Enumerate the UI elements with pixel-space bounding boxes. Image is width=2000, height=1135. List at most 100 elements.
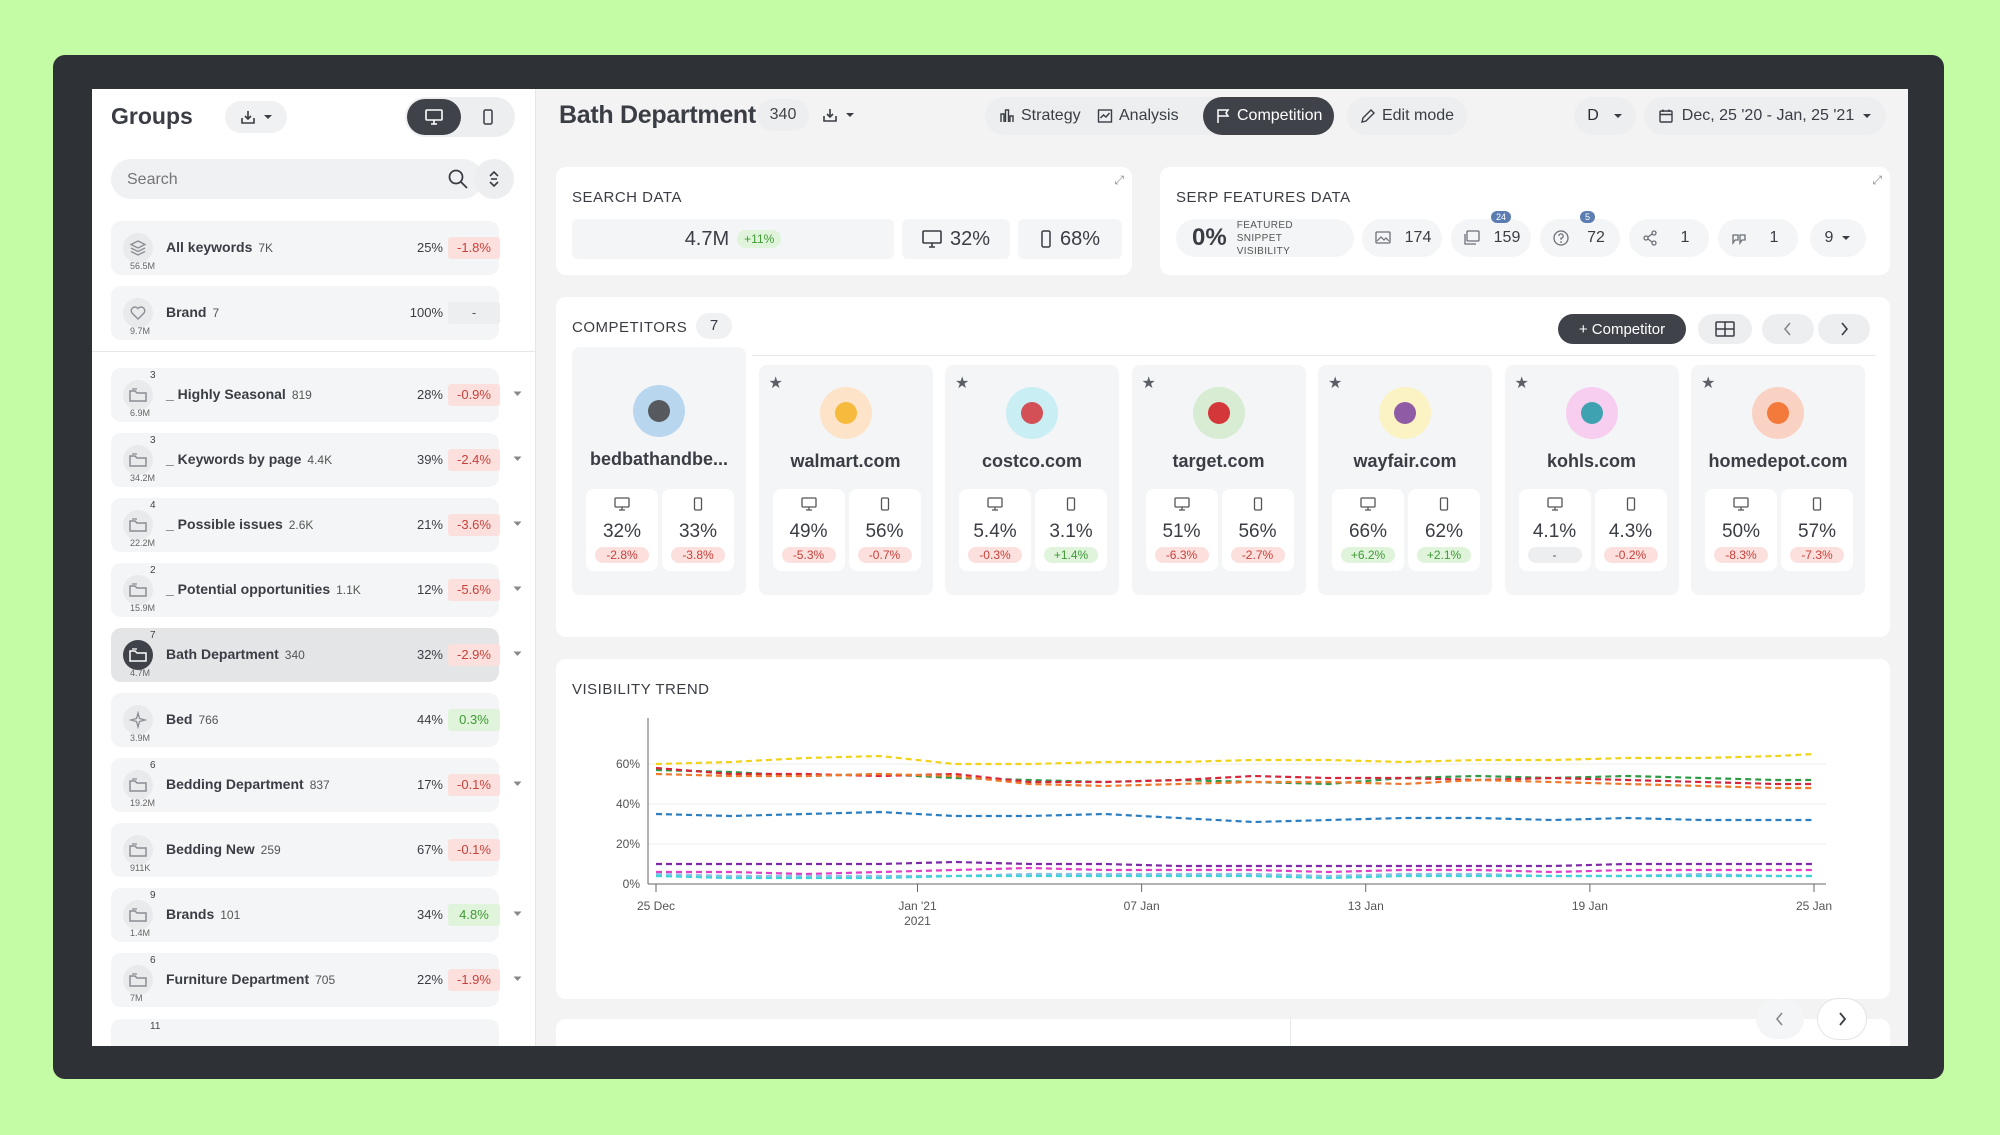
sidebar-divider xyxy=(92,351,535,352)
group-item[interactable]: 2 15.9M _ Potential opportunities 1.1K 12… xyxy=(111,563,522,617)
group-item[interactable]: 7 4.7M Bath Department 340 32% -2.9% xyxy=(111,628,522,682)
group-item[interactable]: 3 6.9M _ Highly Seasonal 819 28% -0.9% xyxy=(111,368,522,422)
chevron-down-icon[interactable] xyxy=(513,911,522,917)
competitor-column[interactable]: bedbathandbe... 32% -2.8% 33% -3.8% xyxy=(572,347,746,595)
chevron-down-icon[interactable] xyxy=(513,651,522,657)
star-icon[interactable]: ★ xyxy=(1514,375,1529,392)
logo-mark xyxy=(1767,402,1789,424)
serp-more-dropdown[interactable]: 9 xyxy=(1810,219,1866,257)
chevron-down-icon[interactable] xyxy=(513,521,522,527)
folder-icon xyxy=(123,770,153,800)
chevron-down-icon xyxy=(1842,236,1851,240)
date-range-select[interactable]: Dec, 25 '20 - Jan, 25 '21 xyxy=(1644,97,1886,135)
star-icon[interactable]: ★ xyxy=(1141,375,1156,392)
group-name: Bedding New 259 xyxy=(166,841,281,857)
chevron-down-icon[interactable] xyxy=(513,586,522,592)
star-icon[interactable]: ★ xyxy=(768,375,783,392)
stack-icon xyxy=(123,233,153,263)
table-view-button[interactable] xyxy=(1698,314,1752,344)
desktop-icon xyxy=(1733,497,1749,516)
header-export-dropdown[interactable] xyxy=(814,99,862,131)
group-subgroup-count: 4 xyxy=(150,500,156,511)
star-icon[interactable]: ★ xyxy=(955,375,970,392)
competitor-column[interactable]: ★ costco.com 5.4% -0.3% 3.1% +1.4% xyxy=(945,365,1119,595)
competitors-label: COMPETITORS xyxy=(572,319,688,336)
edit-mode-button[interactable]: Edit mode xyxy=(1347,97,1467,135)
group-name-label: Bedding New xyxy=(166,841,255,857)
group-item[interactable]: 3.9M Bed 766 44% 0.3% xyxy=(111,693,500,747)
group-item[interactable]: 9 1.4M Brands 101 34% 4.8% xyxy=(111,888,522,942)
competitor-desktop-metric: 5.4% -0.3% xyxy=(959,489,1031,571)
group-name: Bed 766 xyxy=(166,711,218,727)
serp-feature-chip[interactable]: 1 xyxy=(1718,219,1798,257)
y-tick-label: 0% xyxy=(623,877,641,891)
group-name: _ Potential opportunities 1.1K xyxy=(166,581,361,597)
desktop-toggle[interactable] xyxy=(407,99,461,135)
search-icon[interactable] xyxy=(447,168,469,190)
group-subgroup-count: 6 xyxy=(150,955,156,966)
group-item[interactable]: 6 7M Furniture Department 705 22% -1.9% xyxy=(111,953,522,1007)
group-name: Brand 7 xyxy=(166,304,219,320)
competitor-mobile-value: 57% xyxy=(1797,521,1837,542)
competitor-logo xyxy=(633,385,685,437)
device-select[interactable]: D xyxy=(1574,97,1636,135)
y-tick-label: 20% xyxy=(616,837,640,851)
group-visibility-change: 4.8% xyxy=(448,904,500,926)
group-item[interactable]: 911K Bedding New 259 67% -0.1% xyxy=(111,823,500,877)
expand-icon[interactable]: ⤢ xyxy=(1872,173,1882,187)
group-name-label: Brands xyxy=(166,906,215,922)
competitor-desktop-change: +6.2% xyxy=(1341,547,1395,563)
competitor-desktop-metric: 4.1% - xyxy=(1518,489,1591,571)
group-visibility-change: -3.6% xyxy=(448,514,500,536)
chevron-down-icon[interactable] xyxy=(513,781,522,787)
star-icon[interactable]: ★ xyxy=(1328,375,1343,392)
export-dropdown[interactable] xyxy=(225,101,287,133)
competitor-column[interactable]: ★ kohls.com 4.1% - 4.3% -0.2% xyxy=(1504,365,1679,595)
tab-analysis[interactable]: Analysis xyxy=(1097,97,1179,135)
group-item[interactable]: 3 34.2M _ Keywords by page 4.4K 39% -2.4% xyxy=(111,433,522,487)
group-search-volume: 56.5M xyxy=(130,261,156,271)
group-item[interactable]: 6 19.2M Bedding Department 837 17% -0.1% xyxy=(111,758,522,812)
search-input[interactable] xyxy=(125,159,429,201)
prev-competitors-button[interactable] xyxy=(1762,314,1814,344)
heart-icon xyxy=(123,298,153,328)
serp-feature-chip[interactable]: 1 xyxy=(1629,219,1709,257)
tab-competition[interactable]: Competition xyxy=(1203,97,1335,135)
group-item[interactable]: 56.5M All keywords 7K 25% -1.8% xyxy=(111,221,500,275)
star-icon[interactable]: ★ xyxy=(1701,375,1716,392)
tab-strategy[interactable]: Strategy xyxy=(999,97,1081,135)
group-search-volume: 7M xyxy=(130,993,143,1003)
serp-feature-chip[interactable]: 174 xyxy=(1362,219,1442,257)
next-competitors-button[interactable] xyxy=(1818,314,1870,344)
chevron-down-icon[interactable] xyxy=(513,456,522,462)
chevron-down-icon[interactable] xyxy=(513,976,522,982)
next-page-button[interactable] xyxy=(1818,999,1866,1039)
prev-page-button[interactable] xyxy=(1756,999,1804,1039)
logo-mark xyxy=(1580,402,1603,424)
competitor-column[interactable]: ★ target.com 51% -6.3% 56% -2.7% xyxy=(1131,365,1306,595)
expand-icon[interactable]: ⤢ xyxy=(1114,173,1124,187)
competitor-domain: wayfair.com xyxy=(1353,451,1457,471)
competitor-desktop-metric: 50% -8.3% xyxy=(1705,489,1777,571)
sort-button[interactable] xyxy=(474,159,514,199)
group-name-label: Bath Department xyxy=(166,646,279,662)
tab-label: Analysis xyxy=(1119,107,1179,124)
add-competitor-button[interactable]: + Competitor xyxy=(1558,314,1686,344)
serp-features-label: SERP FEATURES DATA xyxy=(1176,189,1351,206)
flag-icon xyxy=(1217,109,1230,123)
serp-feature-chip[interactable]: 72 5 xyxy=(1540,211,1620,257)
group-item-partial[interactable]: 11 xyxy=(111,1019,499,1046)
group-item[interactable]: 9.7M Brand 7 100% - xyxy=(111,286,500,340)
group-item[interactable]: 4 22.2M _ Possible issues 2.6K 21% -3.6% xyxy=(111,498,522,552)
serp-feature-chip[interactable]: 159 24 xyxy=(1451,211,1531,257)
competitor-column[interactable]: ★ walmart.com 49% -5.3% 56% -0.7% xyxy=(758,365,933,595)
competitor-column[interactable]: ★ homedepot.com 50% -8.3% 57% -7.3% xyxy=(1691,365,1865,595)
competitor-column[interactable]: ★ wayfair.com 66% +6.2% 62% +2.1% xyxy=(1318,365,1492,595)
section-divider xyxy=(1290,1019,1291,1046)
competitor-desktop-change: -6.3% xyxy=(1154,547,1209,563)
group-search-volume: 1.4M xyxy=(130,928,151,938)
mobile-toggle[interactable] xyxy=(463,99,513,135)
competitor-desktop-value: 5.4% xyxy=(973,521,1017,542)
chevron-down-icon[interactable] xyxy=(513,391,522,397)
chevron-down-icon xyxy=(264,115,272,119)
